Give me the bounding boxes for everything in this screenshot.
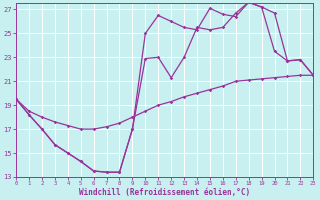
X-axis label: Windchill (Refroidissement éolien,°C): Windchill (Refroidissement éolien,°C) bbox=[79, 188, 250, 197]
